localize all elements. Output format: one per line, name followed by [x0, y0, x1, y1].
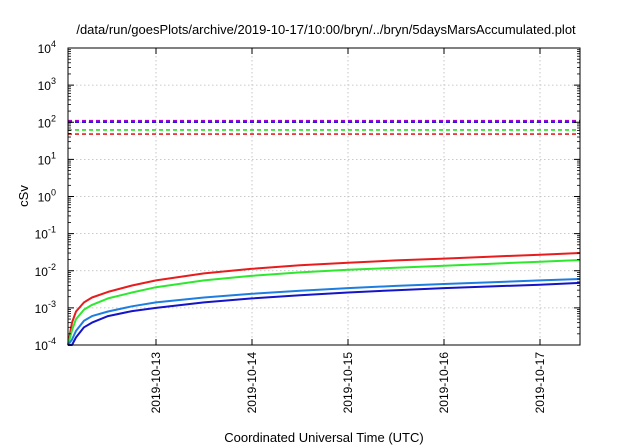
- data-series: [67, 252, 581, 346]
- y-tick-label: 10-2: [35, 262, 56, 279]
- x-tick-label: 2019-10-16: [437, 352, 451, 414]
- x-axis-ticks: 2019-10-13 2019-10-14 2019-10-15 2019-10-16…: [149, 48, 547, 413]
- y-axis-ticks: 10-4 10-3 10-2 10-1 100 101 102 103 104: [35, 39, 580, 353]
- y-tick-label: 10-1: [35, 225, 56, 242]
- y-tick-label: 10-4: [35, 336, 56, 353]
- y-tick-label: 103: [38, 76, 56, 93]
- y-tick-label: 102: [38, 113, 56, 130]
- y-tick-label: 101: [38, 150, 56, 167]
- y-tick-label: 10-3: [35, 299, 56, 316]
- y-axis-label: cSv: [16, 185, 31, 207]
- x-tick-label: 2019-10-17: [533, 352, 547, 414]
- x-tick-label: 2019-10-14: [245, 352, 259, 414]
- y-tick-label: 104: [38, 39, 56, 56]
- threshold-lines: [68, 119, 580, 135]
- series-line: [67, 259, 581, 346]
- series-line: [67, 252, 581, 346]
- series-line: [68, 281, 581, 346]
- x-tick-label: 2019-10-13: [149, 352, 163, 414]
- x-axis-label: Coordinated Universal Time (UTC): [224, 430, 423, 445]
- x-tick-label: 2019-10-15: [341, 352, 355, 414]
- chart-title: /data/run/goesPlots/archive/2019-10-17/1…: [76, 22, 576, 37]
- series-line: [67, 278, 581, 346]
- y-tick-label: 100: [38, 188, 56, 205]
